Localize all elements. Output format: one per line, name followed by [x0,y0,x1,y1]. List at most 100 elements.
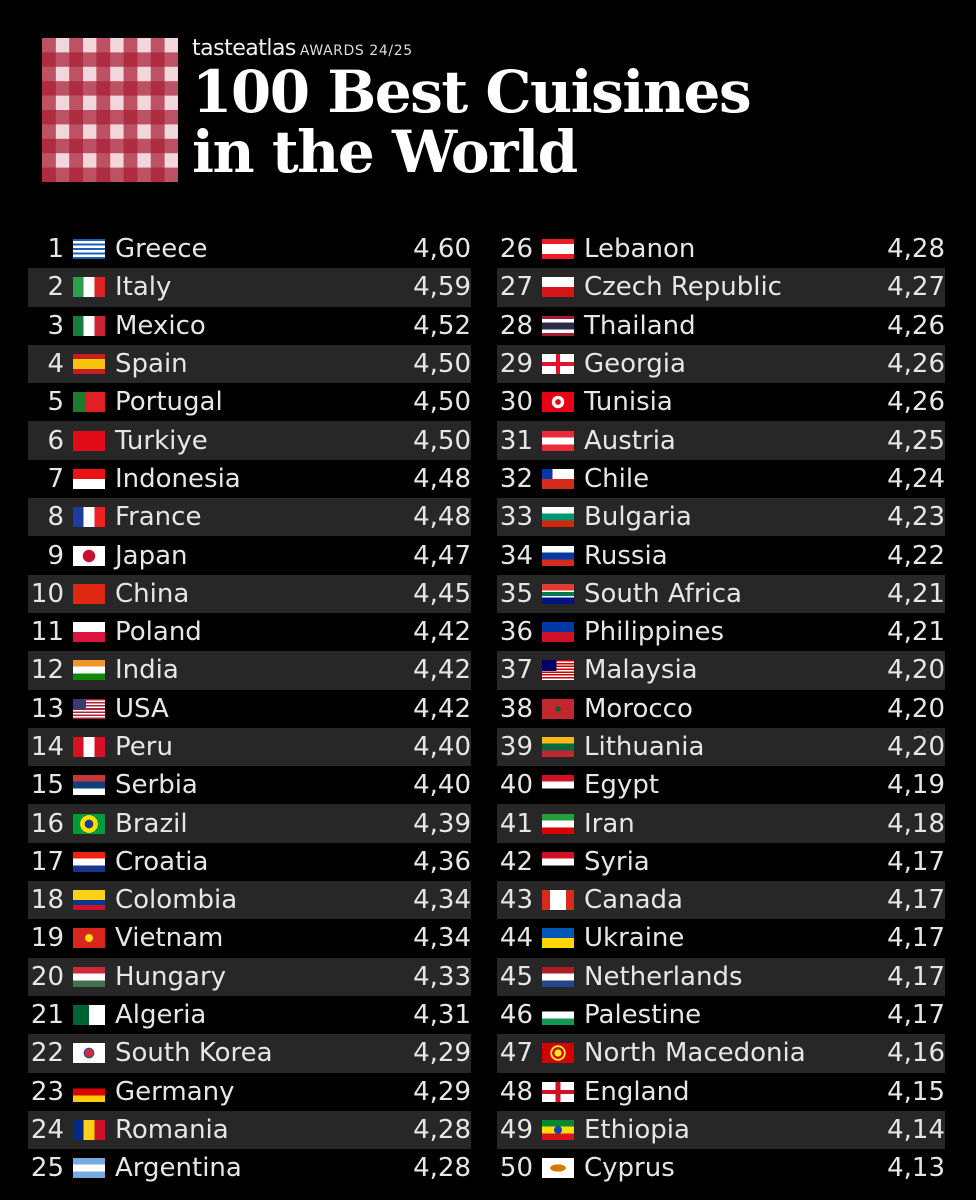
flag-icon [73,813,105,834]
rating-score: 4,17 [887,923,945,954]
flag-icon [542,660,574,681]
country-name: Georgia [584,349,686,380]
ranking-row: 13 USA 4,42 [28,690,471,728]
rating-score: 4,48 [413,463,471,494]
country-name: Austria [584,425,676,456]
rank-number: 22 [30,1038,64,1069]
country-name: Russia [584,540,668,571]
country-name: Chile [584,463,650,494]
rating-score: 4,36 [413,846,471,877]
rating-score: 4,39 [413,808,471,839]
brand-line: tasteatlas AWARDS 24/25 [192,36,413,61]
rank-number: 29 [499,349,533,380]
ranking-row: 29 Georgia 4,26 [497,344,945,384]
ranking-row: 11 Poland 4,42 [28,613,471,651]
flag-icon [542,239,574,260]
country-name: Thailand [584,310,696,341]
country-name: South Korea [115,1038,273,1069]
rating-score: 4,17 [887,1000,945,1031]
rating-score: 4,17 [887,846,945,877]
rank-number: 37 [499,655,533,686]
country-name: Lebanon [584,234,696,265]
country-name: Malaysia [584,655,698,686]
rating-score: 4,23 [887,502,945,533]
country-name: Peru [115,732,173,762]
ranking-row: 38 Morocco 4,20 [497,690,945,728]
ranking-row: 50 Cyprus 4,13 [497,1149,945,1187]
flag-icon [73,698,105,719]
flag-icon [542,1119,574,1140]
country-name: Bulgaria [584,502,692,533]
country-name: Algeria [115,1000,207,1031]
country-name: Mexico [115,310,206,341]
ranking-row: 36 Philippines 4,21 [497,613,945,651]
page-title: 100 Best Cuisines in the World [192,62,752,182]
flag-icon [73,1081,105,1102]
ranking-row: 33 Bulgaria 4,23 [497,498,945,537]
country-name: Argentina [115,1153,242,1184]
country-name: Indonesia [115,463,241,494]
flag-icon [542,315,574,336]
rating-score: 4,26 [887,349,945,380]
rating-score: 4,59 [413,272,471,303]
country-name: Germany [115,1076,235,1107]
rank-number: 32 [499,463,533,494]
country-name: Czech Republic [584,272,782,303]
flag-icon [73,1005,105,1026]
rank-number: 34 [499,540,533,571]
flag-icon [73,1043,105,1064]
ranking-row: 40 Egypt 4,19 [497,766,945,804]
ranking-row: 5 Portugal 4,50 [28,383,471,421]
flag-icon [73,928,105,949]
flag-icon [73,660,105,681]
rank-number: 18 [30,885,64,916]
ranking-row: 18 Colombia 4,34 [28,881,471,920]
country-name: Canada [584,885,683,916]
rating-score: 4,15 [887,1076,945,1107]
ranking-row: 45 Netherlands 4,17 [497,957,945,996]
rating-score: 4,60 [413,234,471,265]
ranking-row: 9 Japan 4,47 [28,536,471,574]
ranking-row: 46 Palestine 4,17 [497,996,945,1034]
country-name: Brazil [115,808,188,839]
rank-number: 2 [47,272,64,303]
country-name: Netherlands [584,961,743,992]
rank-number: 31 [499,425,533,456]
ranking-row: 44 Ukraine 4,17 [497,919,945,957]
country-name: Ethiopia [584,1114,690,1145]
rank-number: 6 [47,425,64,456]
rank-number: 7 [47,463,64,494]
rating-score: 4,17 [887,961,945,992]
country-name: Egypt [584,770,660,801]
country-name: Poland [115,617,202,648]
rank-number: 9 [47,540,64,571]
flag-icon [73,583,105,604]
country-name: Colombia [115,885,238,916]
country-name: Spain [115,349,188,380]
ranking-row: 25 Argentina 4,28 [28,1149,471,1187]
flag-icon [542,813,574,834]
rank-number: 13 [30,693,64,724]
flag-icon [542,1005,574,1026]
rating-score: 4,52 [413,310,471,341]
flag-icon [542,851,574,872]
country-name: Philippines [584,617,725,648]
awards-label: AWARDS 24/25 [299,43,413,59]
flag-icon [542,1158,574,1179]
rank-number: 24 [30,1114,64,1145]
rank-number: 26 [499,234,533,265]
rank-number: 43 [499,885,533,916]
ranking-column-left: 1 Greece 4,60 2 Italy 4,59 3 Mexico 4,52 4 Spain 4,… [28,230,471,1187]
country-name: Morocco [584,693,693,724]
rank-number: 40 [499,770,533,801]
rank-number: 19 [30,923,64,954]
rank-number: 10 [30,578,64,609]
rating-score: 4,26 [887,310,945,341]
flag-icon [73,622,105,643]
ranking-row: 6 Turkiye 4,50 [28,421,471,460]
country-name: Serbia [115,770,198,801]
rank-number: 17 [30,846,64,877]
flag-icon [73,775,105,796]
flag-icon [542,583,574,604]
ranking-row: 21 Algeria 4,31 [28,996,471,1034]
